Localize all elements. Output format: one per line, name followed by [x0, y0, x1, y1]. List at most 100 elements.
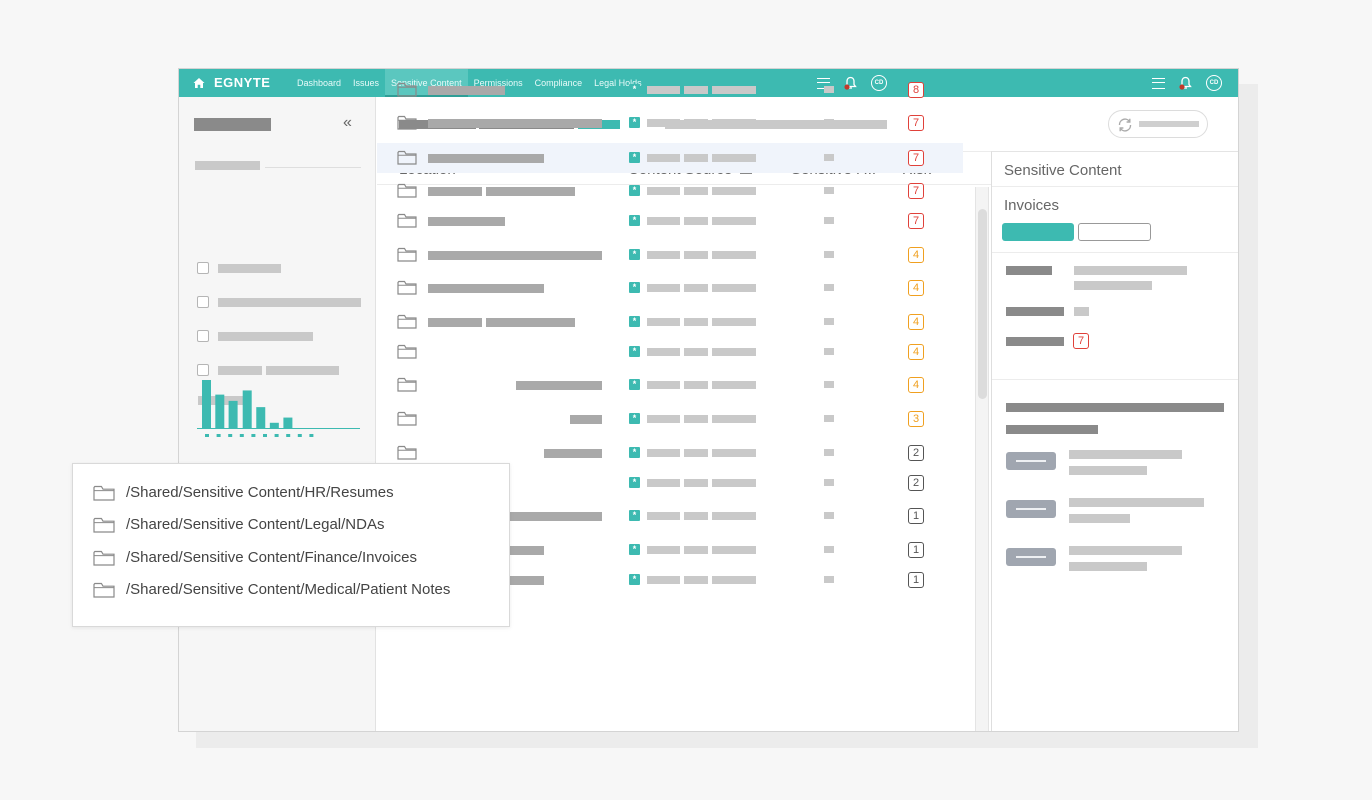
tag-description-placeholder — [1069, 514, 1130, 523]
table-row[interactable]: * 7 — [377, 108, 963, 138]
nav-issues[interactable]: Issues — [353, 78, 380, 88]
location-placeholder — [516, 381, 602, 390]
chart-tick-marker — [286, 434, 291, 437]
sensitive-count-placeholder — [824, 86, 834, 93]
avatar[interactable]: CD — [1206, 75, 1222, 91]
folder-icon — [397, 377, 417, 392]
egnyte-source-icon: * — [629, 379, 640, 390]
divider — [992, 186, 1238, 187]
chart-tick-marker — [205, 434, 209, 437]
chart-bar[interactable] — [256, 407, 266, 428]
table-row[interactable]: * 4 — [377, 370, 963, 400]
location-path-item[interactable]: /Shared/Sensitive Content/Medical/Patien… — [93, 579, 450, 601]
egnyte-source-icon: * — [629, 185, 640, 196]
refresh-label-placeholder — [1139, 121, 1199, 127]
chart-tick-marker — [263, 434, 267, 437]
location-path-item[interactable]: /Shared/Sensitive Content/Legal/NDAs — [93, 514, 384, 536]
menu-icon[interactable] — [817, 77, 830, 89]
bell-icon[interactable] — [844, 76, 857, 90]
tag-chip[interactable] — [1006, 500, 1056, 518]
table-row[interactable]: * 7 — [377, 143, 963, 173]
secondary-action-button[interactable] — [1078, 223, 1151, 241]
table-row[interactable]: * 2 — [377, 438, 963, 468]
filter-checkbox[interactable] — [197, 296, 209, 308]
egnyte-source-icon: * — [629, 544, 640, 555]
source-placeholder — [712, 284, 756, 292]
chart-bar[interactable] — [215, 394, 225, 428]
chart-tick-marker — [216, 434, 221, 437]
nav-compliance[interactable]: Compliance — [534, 78, 583, 88]
filter-checkbox[interactable] — [197, 330, 209, 342]
filter-checkbox[interactable] — [197, 364, 209, 376]
chart-bar[interactable] — [269, 422, 279, 428]
avatar[interactable]: CD — [871, 75, 887, 91]
home-icon[interactable] — [193, 77, 205, 89]
chart-tick-marker — [251, 434, 256, 437]
scrollbar-thumb[interactable] — [978, 209, 987, 399]
source-placeholder — [684, 217, 708, 225]
detail-value-placeholder — [1074, 266, 1187, 275]
refresh-button[interactable] — [1108, 110, 1208, 138]
risk-badge: 2 — [908, 475, 924, 491]
menu-icon[interactable] — [1152, 77, 1165, 89]
location-placeholder — [428, 154, 544, 163]
source-placeholder — [647, 318, 680, 326]
location-path-text: /Shared/Sensitive Content/Finance/Invoic… — [126, 548, 417, 566]
location-path-text: /Shared/Sensitive Content/HR/Resumes — [126, 484, 394, 501]
table-row[interactable]: * 4 — [377, 240, 963, 270]
source-placeholder — [647, 86, 680, 94]
tag-chip[interactable] — [1006, 452, 1056, 470]
location-placeholder — [428, 119, 602, 128]
folder-icon — [397, 344, 417, 359]
nav-legal-holds[interactable]: Legal Holds — [594, 78, 642, 88]
filter-label-placeholder — [218, 366, 262, 375]
table-row[interactable]: * 7 — [377, 206, 963, 236]
sensitive-count-placeholder — [824, 217, 834, 224]
divider — [265, 167, 361, 168]
header-info-placeholder — [665, 120, 887, 129]
chart-bar[interactable] — [228, 400, 238, 428]
table-row[interactable]: * 1 — [377, 501, 963, 531]
chart-bar[interactable] — [202, 380, 211, 428]
source-placeholder — [684, 415, 708, 423]
source-placeholder — [712, 348, 756, 356]
chart-bar[interactable] — [242, 390, 252, 428]
table-row[interactable]: * 7 — [377, 176, 963, 206]
source-placeholder — [684, 251, 708, 259]
source-placeholder — [684, 381, 708, 389]
tag-description-placeholder — [1069, 562, 1147, 571]
scrollbar[interactable] — [975, 187, 989, 731]
detail-label-placeholder — [1006, 307, 1064, 316]
location-placeholder — [428, 86, 505, 95]
filter-label-placeholder — [218, 332, 313, 341]
source-placeholder — [712, 86, 756, 94]
sensitive-count-placeholder — [824, 381, 834, 388]
folder-icon — [397, 150, 417, 165]
folder-icon — [93, 550, 115, 566]
nav-permissions[interactable]: Permissions — [473, 78, 523, 88]
collapse-sidebar-icon[interactable]: « — [343, 114, 352, 131]
table-row[interactable]: * 3 — [377, 404, 963, 434]
tag-chip[interactable] — [1006, 548, 1056, 566]
tag-description-placeholder — [1069, 498, 1204, 507]
location-path-item[interactable]: /Shared/Sensitive Content/Finance/Invoic… — [93, 547, 417, 569]
chart-bar[interactable] — [283, 417, 293, 428]
location-path-item[interactable]: /Shared/Sensitive Content/HR/Resumes — [93, 482, 394, 504]
bell-icon[interactable] — [1179, 76, 1192, 90]
primary-action-button[interactable] — [1002, 223, 1074, 241]
nav-dashboard[interactable]: Dashboard — [297, 78, 342, 88]
source-placeholder — [684, 119, 708, 127]
filter-checkbox[interactable] — [197, 262, 209, 274]
toolbar-icons-center: CD — [817, 75, 887, 91]
egnyte-source-icon: * — [629, 477, 640, 488]
source-placeholder — [712, 576, 756, 584]
source-placeholder — [712, 119, 756, 127]
sensitive-count-placeholder — [824, 415, 834, 422]
table-row[interactable]: * 4 — [377, 273, 963, 303]
app-window: EGNYTE Dashboard Issues Sensitive Conten… — [178, 68, 1239, 732]
table-row[interactable]: * 4 — [377, 337, 963, 367]
risk-badge: 3 — [908, 411, 924, 427]
table-row[interactable]: * 8 — [377, 75, 963, 105]
table-row[interactable]: * 4 — [377, 307, 963, 337]
folder-icon — [397, 82, 417, 97]
